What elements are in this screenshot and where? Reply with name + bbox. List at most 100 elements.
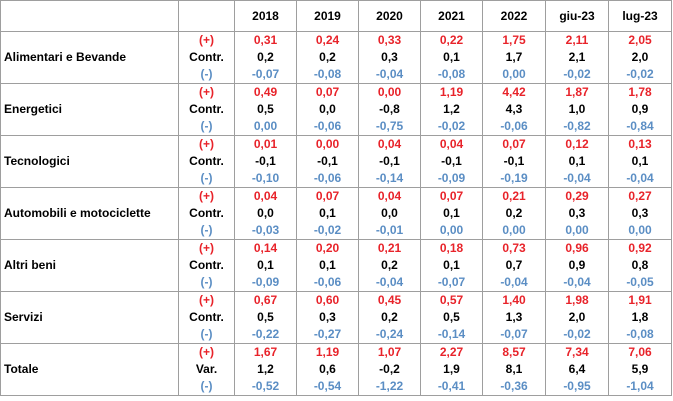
value-cell: 0,5: [234, 101, 297, 118]
value-cell: 0,0: [358, 205, 421, 222]
row-type-label: (-): [178, 66, 235, 84]
table-row: (-) -0,22 -0,27 -0,24 -0,14 -0,07 -0,02 -0,08: [1, 326, 672, 344]
value-cell: -0,02: [545, 326, 609, 344]
value-cell: -0,1: [296, 153, 359, 170]
value-cell: 0,9: [608, 101, 672, 118]
value-cell: 0,96: [545, 239, 609, 257]
value-cell: -0,36: [482, 378, 546, 396]
value-cell: -0,09: [420, 170, 483, 188]
value-cell: 0,01: [234, 135, 297, 153]
value-cell: 1,07: [358, 343, 421, 361]
header-2022: 2022: [482, 0, 546, 32]
row-type-label: (-): [178, 222, 235, 240]
value-cell: 1,19: [420, 83, 483, 101]
header-2018: 2018: [234, 0, 297, 32]
value-cell: 0,04: [358, 135, 421, 153]
value-cell: 0,00: [608, 222, 672, 240]
value-cell: -0,14: [420, 326, 483, 344]
value-cell: 0,07: [296, 187, 359, 205]
value-cell: 1,0: [545, 101, 609, 118]
value-cell: 0,2: [358, 309, 421, 326]
value-cell: 0,07: [296, 83, 359, 101]
value-cell: -0,04: [358, 274, 421, 292]
table-row: Contr. 0,5 0,3 0,2 0,5 1,3 2,0 1,8: [1, 309, 672, 326]
table-row: (-) -0,09 -0,06 -0,04 -0,07 -0,04 -0,04 -0,05: [1, 274, 672, 292]
header-label: [0, 0, 179, 32]
value-cell: 0,1: [296, 257, 359, 274]
value-cell: 0,1: [420, 205, 483, 222]
value-cell: 0,00: [234, 118, 297, 136]
value-cell: 0,3: [608, 205, 672, 222]
value-cell: -0,04: [545, 170, 609, 188]
value-cell: -0,09: [234, 274, 297, 292]
value-cell: 2,27: [420, 343, 483, 361]
value-cell: -0,52: [234, 378, 297, 396]
value-cell: 0,04: [234, 187, 297, 205]
value-cell: -0,95: [545, 378, 609, 396]
value-cell: 1,9: [420, 361, 483, 378]
value-cell: 0,1: [234, 257, 297, 274]
value-cell: 6,4: [545, 361, 609, 378]
row-type-label: (-): [178, 378, 235, 396]
header-2020: 2020: [358, 0, 421, 32]
table-row: Contr. -0,1 -0,1 -0,1 -0,1 -0,1 0,1 0,1: [1, 153, 672, 170]
table-row: Automobili e motociclette (+) 0,04 0,07 0,04…: [0, 187, 672, 240]
value-cell: -0,1: [482, 153, 546, 170]
value-cell: 4,3: [482, 101, 546, 118]
value-cell: -0,24: [358, 326, 421, 344]
header-2019: 2019: [296, 0, 359, 32]
table-row: Contr. 0,1 0,1 0,2 0,1 0,7 0,9 0,8: [1, 257, 672, 274]
value-cell: 0,31: [234, 31, 297, 49]
value-cell: -0,04: [358, 66, 421, 84]
table-row: Servizi (+) 0,67 0,60 0,45 0,57 1,40 1,98 1,91: [0, 291, 672, 344]
table-row: (-) 0,00 -0,06 -0,75 -0,02 -0,06 -0,82 -0,84: [1, 118, 672, 136]
value-cell: 0,00: [545, 222, 609, 240]
value-cell: 0,18: [420, 239, 483, 257]
value-cell: -0,1: [420, 153, 483, 170]
value-cell: 0,67: [234, 291, 297, 309]
value-cell: -0,07: [234, 66, 297, 84]
value-cell: 0,00: [482, 66, 546, 84]
table-row: Alimentari e Bevande (+) 0,31 0,24 0,33 0,22 1…: [0, 31, 672, 84]
category-label: Energetici: [0, 83, 179, 136]
value-cell: -0,1: [234, 153, 297, 170]
value-cell: -0,02: [296, 222, 359, 240]
table-row: Contr. 0,2 0,2 0,3 0,1 1,7 2,1 2,0: [1, 49, 672, 66]
value-cell: -1,04: [608, 378, 672, 396]
value-cell: -0,27: [296, 326, 359, 344]
value-cell: 0,29: [545, 187, 609, 205]
value-cell: 0,3: [296, 309, 359, 326]
table-row: Var. 1,2 0,6 -0,2 1,9 8,1 6,4 5,9: [1, 361, 672, 378]
value-cell: -0,41: [420, 378, 483, 396]
value-cell: 1,87: [545, 83, 609, 101]
value-cell: 7,06: [608, 343, 672, 361]
value-cell: 0,1: [420, 257, 483, 274]
value-cell: 0,0: [234, 205, 297, 222]
value-cell: 0,00: [358, 83, 421, 101]
category-label: Altri beni: [0, 239, 179, 292]
value-cell: 0,22: [420, 31, 483, 49]
value-cell: 0,24: [296, 31, 359, 49]
value-cell: 2,05: [608, 31, 672, 49]
value-cell: 0,21: [482, 187, 546, 205]
value-cell: 8,1: [482, 361, 546, 378]
value-cell: 0,6: [296, 361, 359, 378]
row-type-label: (-): [178, 326, 235, 344]
value-cell: 1,2: [234, 361, 297, 378]
value-cell: -0,75: [358, 118, 421, 136]
value-cell: 0,45: [358, 291, 421, 309]
value-cell: -0,08: [296, 66, 359, 84]
table-row: Contr. 0,0 0,1 0,0 0,1 0,2 0,3 0,3: [1, 205, 672, 222]
value-cell: 0,04: [420, 135, 483, 153]
value-cell: 0,20: [296, 239, 359, 257]
value-cell: 1,7: [482, 49, 546, 66]
row-type-label: (+): [178, 239, 235, 257]
header-lug-23: lug-23: [608, 0, 672, 32]
value-cell: 0,21: [358, 239, 421, 257]
value-cell: 0,57: [420, 291, 483, 309]
value-cell: 0,07: [482, 135, 546, 153]
row-type-label: Contr.: [178, 49, 235, 66]
value-cell: 0,73: [482, 239, 546, 257]
category-label: Automobili e motociclette: [0, 187, 179, 240]
row-type-label: (-): [178, 274, 235, 292]
